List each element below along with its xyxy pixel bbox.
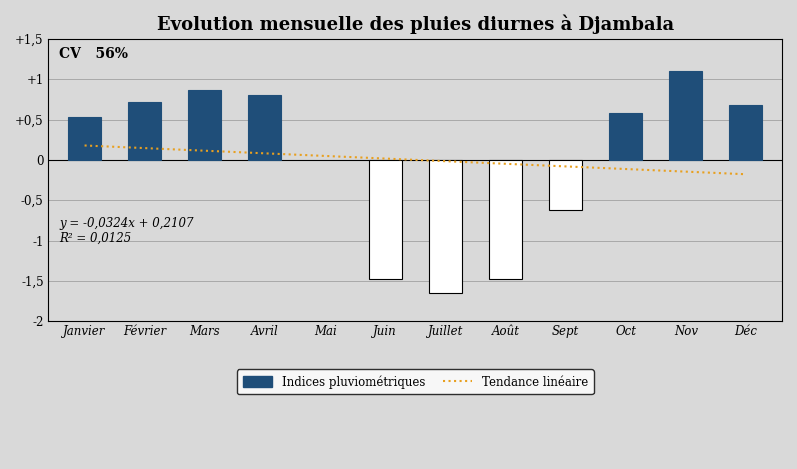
Bar xyxy=(609,113,642,160)
Bar xyxy=(188,90,222,160)
Text: y = -0,0324x + 0,2107
R² = 0,0125: y = -0,0324x + 0,2107 R² = 0,0125 xyxy=(60,217,194,245)
Legend: Indices pluviométriques, Tendance linéaire: Indices pluviométriques, Tendance linéai… xyxy=(237,369,594,394)
Bar xyxy=(429,160,461,293)
Bar xyxy=(249,95,281,160)
Bar xyxy=(549,160,582,210)
Title: Evolution mensuelle des pluies diurnes à Djambala: Evolution mensuelle des pluies diurnes à… xyxy=(157,15,673,35)
Bar xyxy=(369,160,402,280)
Bar xyxy=(729,105,763,160)
Bar xyxy=(128,102,161,160)
Text: CV   56%: CV 56% xyxy=(60,47,128,61)
Bar xyxy=(68,117,101,160)
Bar xyxy=(489,160,522,280)
Bar xyxy=(669,71,702,160)
